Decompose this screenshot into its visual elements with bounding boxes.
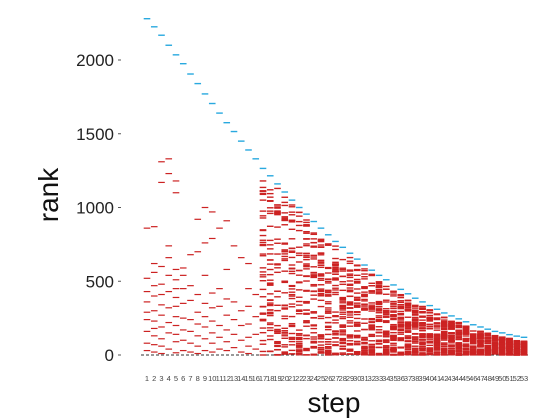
x-tick-label: 35 [389, 374, 397, 383]
y-tick-label: 500 [86, 272, 114, 291]
x-tick-label: 10 [208, 374, 216, 383]
x-tick-label: 48 [484, 374, 492, 383]
x-tick-label: 47 [476, 374, 484, 383]
x-tick-label: 51 [505, 374, 513, 383]
x-tick-label: 2 [152, 374, 156, 383]
x-axis: 1 2 3 4 5 6 7 8 9 10 11 121314151617181920212223242… [145, 374, 528, 383]
x-tick-label: 27 [331, 374, 339, 383]
x-tick-label: 9 [203, 374, 207, 383]
x-tick-label: 1 [145, 374, 149, 383]
max-rank-marks [143, 18, 528, 338]
y-tick-label: 1500 [76, 125, 114, 144]
x-tick-label: 33 [375, 374, 383, 383]
x-tick-label: 17 [259, 374, 267, 383]
x-tick-label: 6 [181, 374, 185, 383]
x-tick-label: 49 [491, 374, 499, 383]
x-tick-label: 29 [346, 374, 354, 383]
x-tick-label: 26 [324, 374, 332, 383]
x-tick-label: 39 [418, 374, 426, 383]
x-tick-label: 43 [447, 374, 455, 383]
x-tick-label: 4 [167, 374, 171, 383]
x-tick-label: 53 [520, 374, 528, 383]
x-tick-label: 12 [223, 374, 231, 383]
x-tick-label: 31 [360, 374, 368, 383]
x-tick-label: 42 [440, 374, 448, 383]
x-tick-label: 24 [310, 374, 318, 383]
x-tick-label: 45 [462, 374, 470, 383]
x-tick-label: 5 [174, 374, 178, 383]
x-tick-label: 41 [433, 374, 441, 383]
x-tick-label: 23 [302, 374, 310, 383]
y-tick-label: 2000 [76, 51, 114, 70]
x-tick-label: 40 [426, 374, 434, 383]
y-axis-title: rank [33, 167, 64, 222]
x-tick-label: 50 [498, 374, 506, 383]
rank-marks [143, 158, 528, 356]
x-tick-label: 8 [196, 374, 200, 383]
x-tick-label: 46 [469, 374, 477, 383]
x-tick-label: 44 [455, 374, 463, 383]
x-tick-label: 25 [317, 374, 325, 383]
x-tick-label: 38 [411, 374, 419, 383]
x-tick-label: 52 [513, 374, 521, 383]
x-tick-label: 36 [397, 374, 405, 383]
x-tick-label: 13 [230, 374, 238, 383]
x-tick-label: 37 [404, 374, 412, 383]
x-tick-label: 30 [353, 374, 361, 383]
x-tick-label: 19 [273, 374, 281, 383]
x-tick-label: 28 [339, 374, 347, 383]
x-axis-title: step [308, 387, 361, 418]
x-tick-label: 32 [368, 374, 376, 383]
x-tick-label: 20 [281, 374, 289, 383]
x-tick-label: 3 [159, 374, 163, 383]
x-tick-label: 11 [216, 374, 224, 383]
y-tick-label: 1000 [76, 199, 114, 218]
x-tick-label: 21 [288, 374, 296, 383]
x-tick-label: 14 [237, 374, 245, 383]
x-tick-label: 16 [252, 374, 260, 383]
x-tick-label: 34 [382, 374, 390, 383]
x-tick-label: 22 [295, 374, 303, 383]
x-tick-label: 15 [244, 374, 252, 383]
x-tick-label: 7 [188, 374, 192, 383]
y-tick-label: 0 [105, 346, 114, 365]
x-tick-label: 18 [266, 374, 274, 383]
y-axis: 0 500 1000 1500 2000 [76, 51, 121, 365]
